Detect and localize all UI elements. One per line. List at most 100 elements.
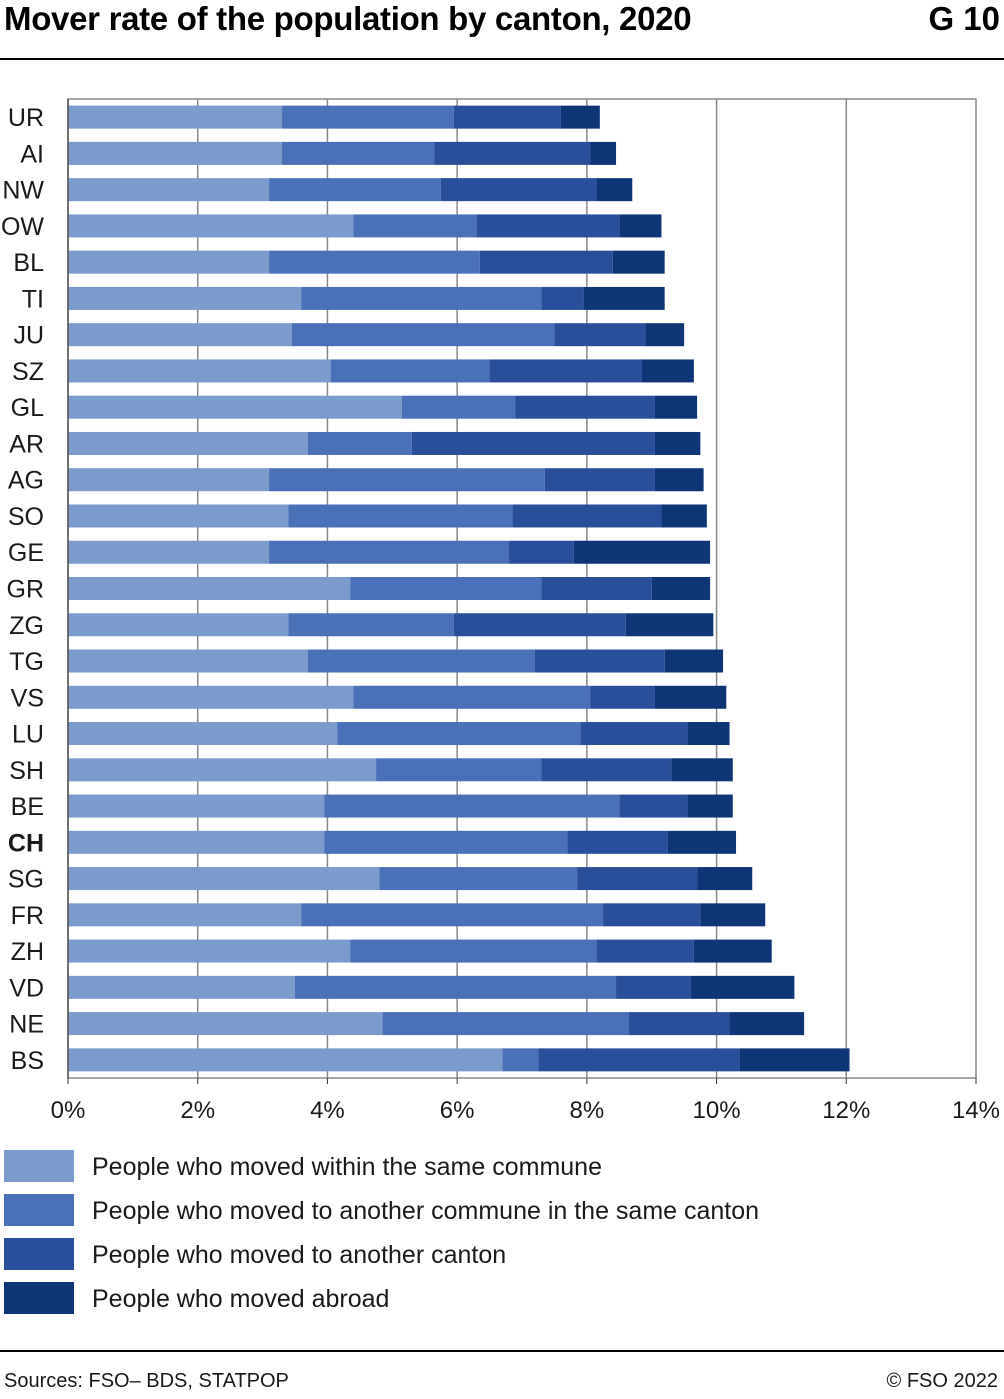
bar-segment: [729, 1012, 805, 1036]
bar-segment: [541, 758, 672, 782]
chart-code: G 10: [928, 0, 1000, 37]
bar-segment: [544, 468, 655, 492]
x-tick-label: 6%: [440, 1097, 475, 1124]
bar-segment: [68, 214, 354, 238]
bar-segment: [596, 178, 633, 202]
bar-segment: [554, 323, 646, 347]
y-category-label: LU: [12, 721, 44, 749]
bar-segment: [619, 214, 662, 238]
bar-segment: [68, 323, 292, 347]
bar-segment: [739, 1048, 850, 1072]
bar-segment: [612, 250, 665, 274]
bar-segment: [68, 105, 283, 129]
chart-title: Mover rate of the population by canton, …: [4, 0, 692, 37]
bar-segment: [625, 613, 714, 637]
bar-segment: [654, 395, 698, 419]
legend-swatch-another-commune: [4, 1194, 74, 1226]
bar-segment: [603, 903, 701, 927]
bar-segment: [68, 975, 295, 999]
bar-segment: [353, 685, 591, 709]
bar-segment: [580, 722, 688, 746]
y-category-label: BS: [11, 1047, 44, 1075]
x-tick-label: 12%: [822, 1097, 870, 1124]
y-category-label: NW: [2, 177, 44, 205]
legend-label-abroad: People who moved abroad: [92, 1285, 390, 1313]
bar-segment: [68, 286, 302, 310]
bar-segment: [68, 141, 283, 165]
bar-segment: [376, 758, 542, 782]
bar-segment: [651, 577, 711, 600]
y-category-label: TG: [9, 648, 44, 676]
bar-segment: [307, 649, 535, 673]
y-category-label: VS: [11, 684, 44, 712]
y-category-label: SZ: [12, 358, 44, 386]
bar-segment: [68, 649, 308, 673]
bar-segment: [411, 431, 655, 455]
bar-segment: [68, 1012, 383, 1036]
bar-segment: [269, 540, 510, 564]
x-tick-label: 8%: [570, 1097, 605, 1124]
bar-segment: [661, 504, 707, 528]
x-tick-label: 0%: [51, 1097, 86, 1124]
legend-label-another-canton: People who moved to another canton: [92, 1241, 507, 1269]
bar-segment: [541, 286, 584, 310]
bar-segment: [68, 577, 351, 600]
bar-segment: [68, 395, 403, 419]
y-category-label: ZG: [9, 612, 44, 640]
bar-segment: [68, 250, 270, 274]
bar-segment: [509, 540, 574, 564]
bar-segment: [68, 540, 270, 564]
bar-segment: [282, 105, 454, 129]
bar-segment: [654, 468, 704, 492]
y-category-label: AI: [20, 140, 44, 168]
legend-swatch-abroad: [4, 1282, 74, 1314]
bar-segment: [512, 504, 662, 528]
x-tick-label: 2%: [180, 1097, 215, 1124]
y-category-label: UR: [8, 104, 44, 132]
bar-segment: [697, 867, 753, 891]
y-category-label: OW: [1, 213, 44, 241]
bar-segment: [645, 323, 685, 347]
bar-segment: [269, 468, 545, 492]
bar-segment: [68, 758, 377, 782]
bar-segment: [687, 794, 733, 818]
stacked-bar-chart: 0% 2% 4% 6% 8% 10% 12% 14% UR AI NW OW BL TI JU SZ GL AR A…: [1, 98, 1000, 1124]
y-category-label: ZH: [11, 938, 44, 966]
bar-segment: [583, 286, 665, 310]
y-category-label: SG: [8, 866, 44, 894]
bar-segment: [567, 830, 668, 854]
bar-segment: [301, 903, 604, 927]
bar-segment: [573, 540, 711, 564]
bar-segment: [68, 939, 351, 963]
bar-segment: [307, 431, 412, 455]
bar-segment: [68, 468, 270, 492]
x-tick-label: 4%: [310, 1097, 345, 1124]
y-category-label: BE: [11, 793, 44, 821]
bar-segment: [654, 431, 701, 455]
bar-segment: [690, 975, 795, 999]
bar-segment: [616, 975, 691, 999]
bar-segment: [353, 214, 477, 238]
bar-segment: [693, 939, 772, 963]
bar-segment: [288, 504, 513, 528]
bar-segment: [590, 141, 617, 165]
bar-segment: [664, 649, 724, 673]
bar-segment: [671, 758, 733, 782]
y-category-label: TI: [22, 285, 44, 313]
y-category-label: GL: [11, 394, 44, 422]
bar-segment: [382, 1012, 630, 1036]
y-category-label: JU: [13, 322, 44, 350]
y-category-label: AR: [9, 430, 44, 458]
bar-segment: [515, 395, 655, 419]
legend-swatch-within-commune: [4, 1150, 74, 1182]
bar-segment: [379, 867, 578, 891]
bar-segment: [541, 577, 652, 600]
bar-segment: [502, 1048, 539, 1072]
bar-segment: [538, 1048, 740, 1072]
y-category-label: VD: [9, 974, 44, 1002]
y-category-label: BL: [13, 249, 44, 277]
y-category-label: GE: [8, 539, 44, 567]
y-category-label: FR: [11, 902, 44, 930]
bar-segment: [269, 178, 441, 202]
bar-segment: [596, 939, 694, 963]
